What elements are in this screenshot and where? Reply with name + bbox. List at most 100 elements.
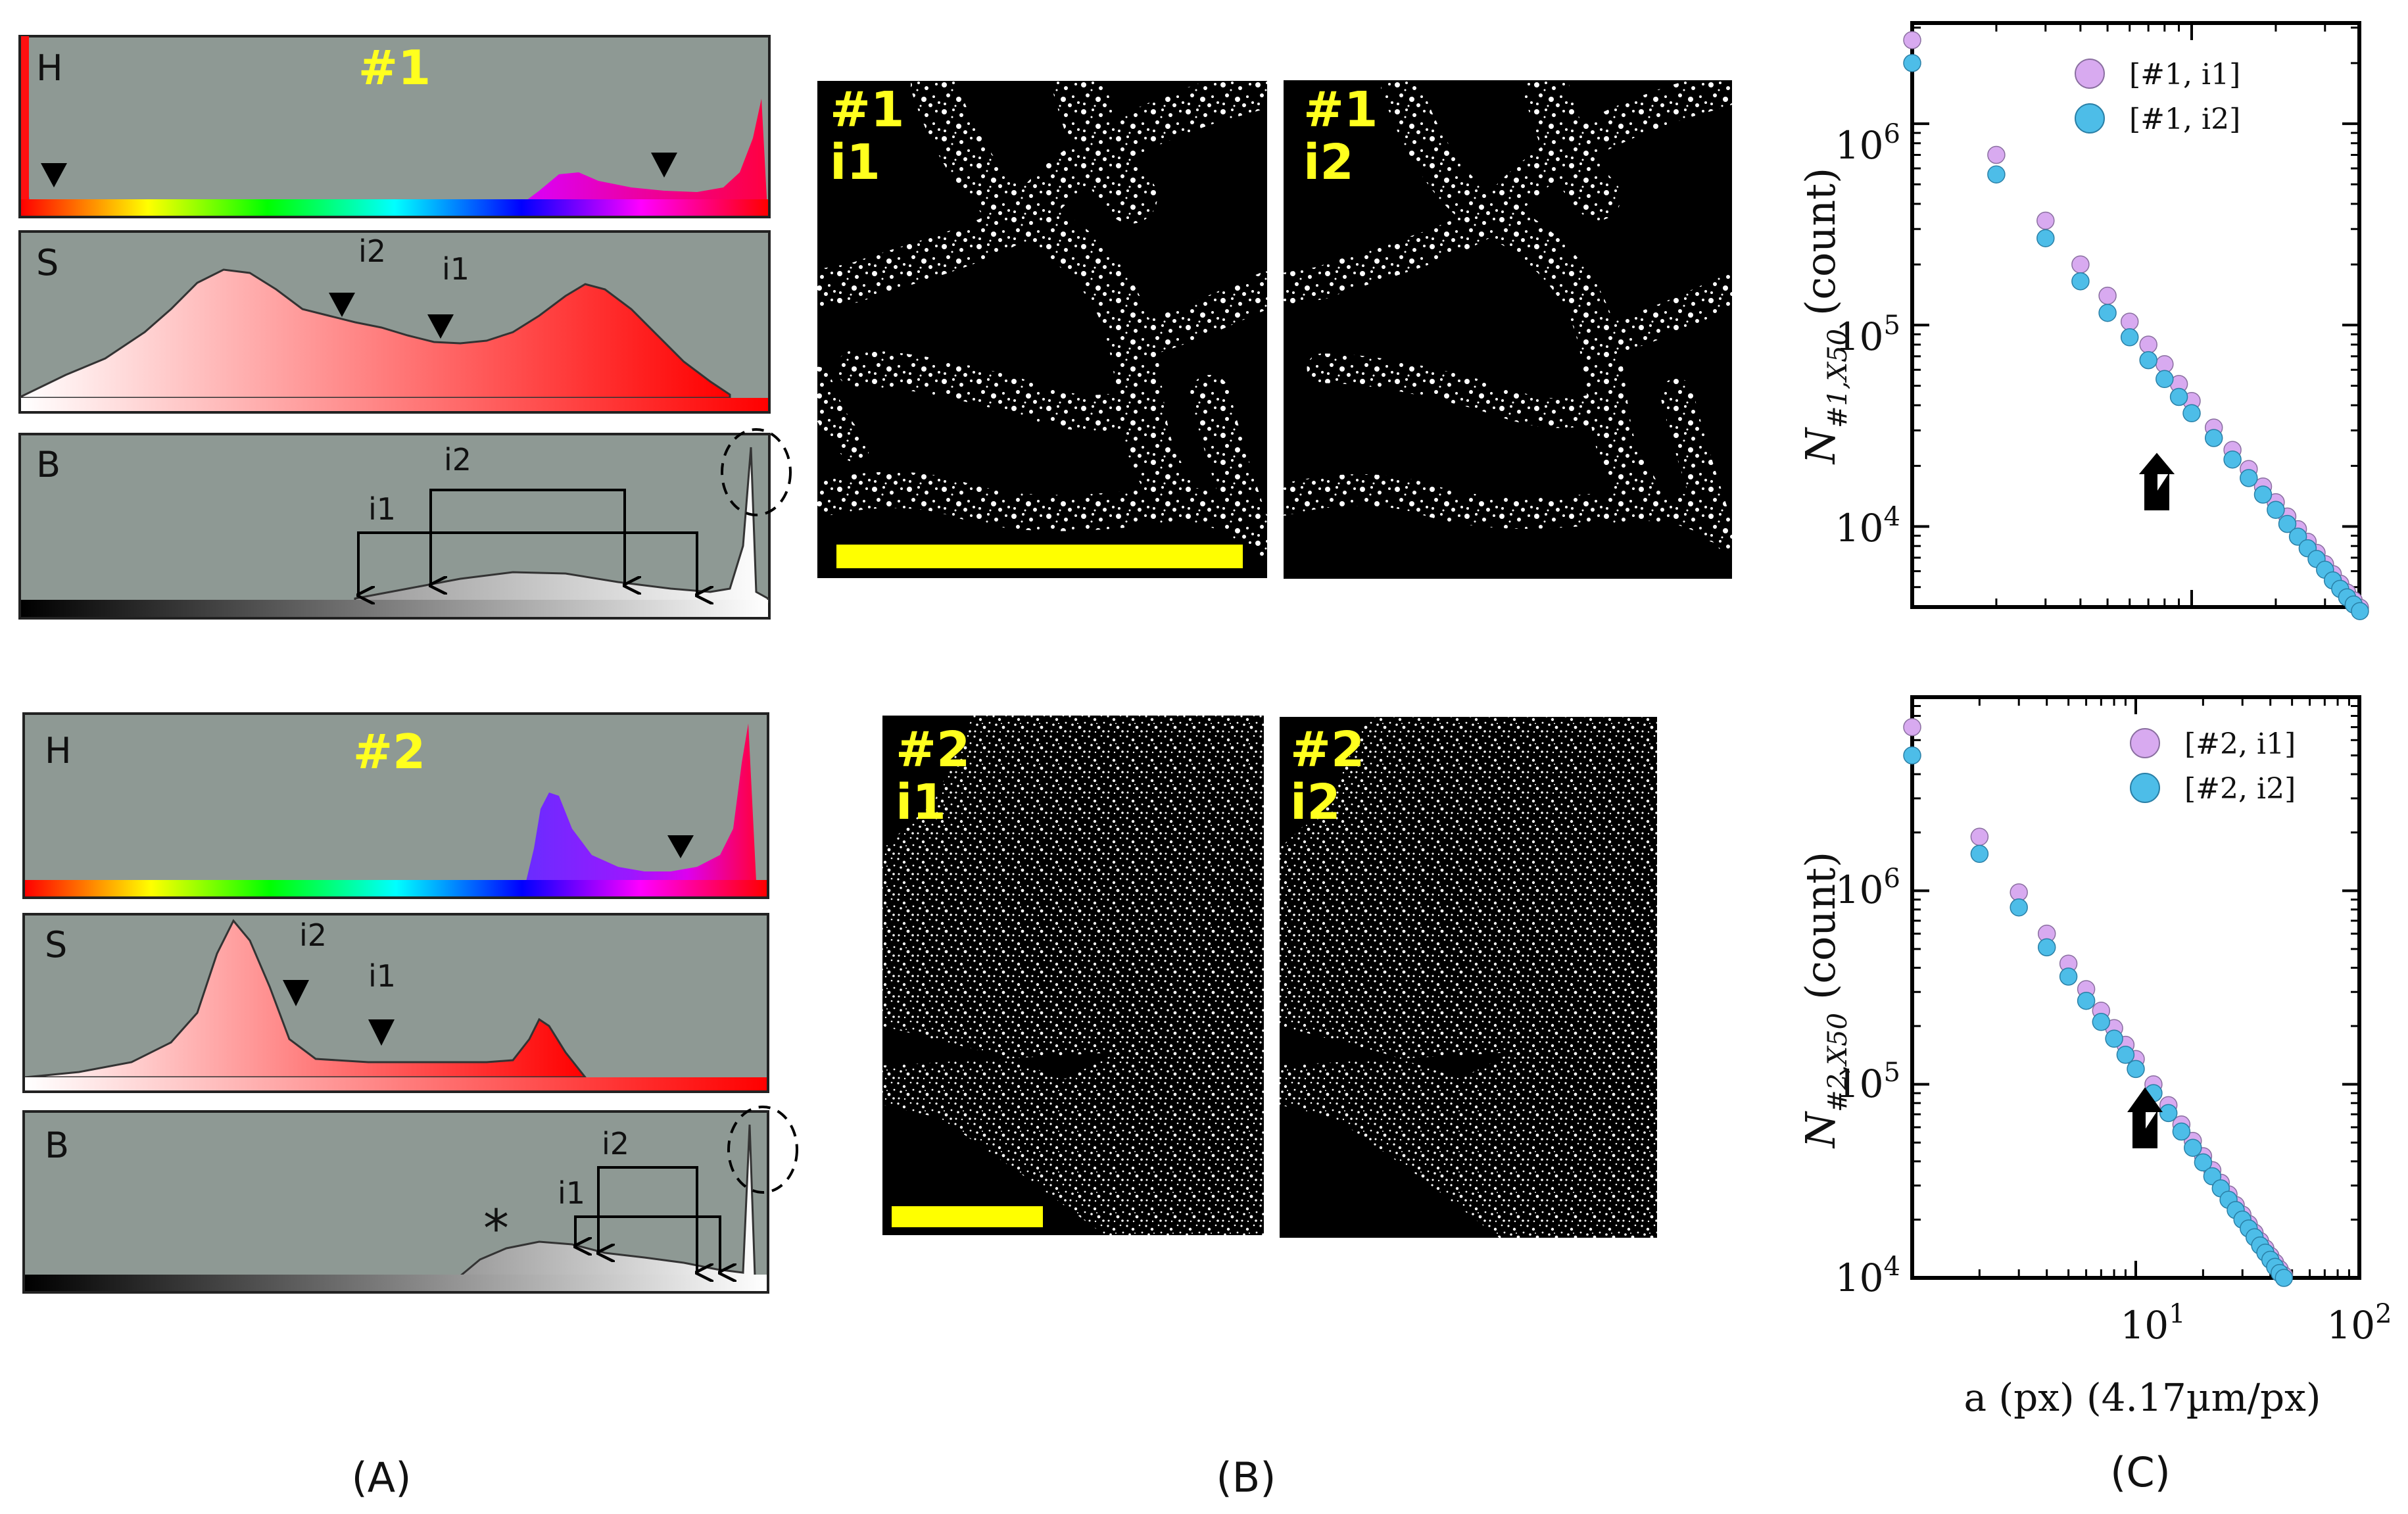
scatter-point-i2 — [2351, 602, 2369, 620]
scatter-point-i2 — [2077, 991, 2096, 1010]
arrow-down-icon — [41, 138, 67, 187]
arrow-up-icon — [2127, 1087, 2163, 1148]
scatter-point-i2 — [2194, 1153, 2213, 1172]
scatter-point-i2 — [2127, 1060, 2145, 1079]
scatter-point-i2 — [2116, 1046, 2135, 1064]
scatter-point-i2 — [2288, 527, 2307, 546]
scatter-point-i2 — [2240, 469, 2258, 487]
panel-label-c: (C) — [2110, 1448, 2171, 1496]
scatter-point-i1 — [2071, 255, 2090, 274]
legend-label: [#1, i2] — [2129, 103, 2240, 136]
scatter-point-i2 — [2155, 370, 2174, 389]
saturation-histogram-1: S i2 i1 — [18, 230, 771, 414]
binary-image-2-i1: #2 i1 — [882, 716, 1264, 1235]
scatter-point-i1 — [2120, 312, 2139, 331]
legend-label: [#1, i1] — [2129, 58, 2240, 91]
mark-s-i2-2: i2 — [299, 917, 327, 953]
y-axis-label-1: N#1,X50(count) — [1796, 168, 1853, 466]
legend-marker — [2130, 728, 2160, 758]
binary-image-2-i2: #2 i2 — [1280, 717, 1657, 1238]
scatter-point-i2 — [2105, 1029, 2123, 1048]
dashed-circle-highlight — [721, 428, 792, 516]
image-label-id-1b: #1 — [1303, 82, 1378, 138]
scale-bar-2 — [892, 1206, 1043, 1227]
y-tick-label: 104 — [1835, 1252, 1900, 1300]
hist-letter-b2: B — [45, 1125, 69, 1166]
scatter-point-i2 — [2172, 1122, 2191, 1141]
chart-frame-1 — [1910, 21, 2361, 609]
y-axis-label-2: N#2,X50(count) — [1796, 852, 1853, 1150]
panel-label-b: (B) — [1216, 1453, 1276, 1502]
scatter-point-i2 — [2223, 450, 2242, 469]
mark-b-i1-2: i1 — [558, 1175, 585, 1211]
image-label-sub-2a: i1 — [896, 774, 946, 831]
legend-label: [#2, i1] — [2184, 727, 2296, 761]
hist-letter-s2: S — [45, 924, 67, 965]
hsb-group-1: H #1 S i2 i1 B i1 i2 — [18, 35, 792, 620]
legend-marker — [2130, 773, 2160, 803]
arrow-down-icon — [651, 128, 677, 178]
scatter-point-i1 — [1903, 718, 1921, 737]
chart-c1: 104 105 106 N#1,X50(count) [#1, i1] [#1,… — [1796, 21, 2369, 620]
scatter-point-i2 — [2184, 1138, 2202, 1157]
mark-s-i1-2: i1 — [368, 958, 396, 994]
scatter-point-i1 — [2139, 335, 2157, 354]
scatter-point-i2 — [2204, 429, 2223, 447]
sample-id-2: #2 — [353, 724, 425, 779]
scatter-point-i2 — [2071, 272, 2090, 291]
scatter-point-i2 — [2010, 898, 2028, 917]
legend-marker — [2075, 103, 2105, 134]
scatter-point-i1 — [1970, 827, 1989, 846]
image-label-id-1a: #1 — [830, 82, 905, 138]
scatter-point-i1 — [2098, 286, 2117, 305]
y-tick-label: 106 — [1835, 119, 1900, 168]
arrow-down-icon — [427, 293, 454, 339]
panel-label-a: (A) — [352, 1453, 412, 1502]
scatter-point-i2 — [2169, 387, 2188, 406]
y-tick-label: 104 — [1835, 502, 1900, 550]
y-tick-labels-1: 104 105 106 — [1835, 119, 1900, 550]
scatter-point-i2 — [2092, 1013, 2111, 1031]
hist-letter-h1: H — [36, 47, 63, 89]
hue-histogram-1: H #1 — [18, 35, 771, 218]
scatter-point-i1 — [2036, 211, 2055, 230]
scatter-point-i2 — [2278, 514, 2297, 533]
mark-b-i2-2: i2 — [602, 1126, 629, 1161]
chart-points-1 — [1903, 31, 2369, 620]
saturation-histogram-2: S i2 i1 — [22, 913, 769, 1093]
arrow-up-icon — [2138, 452, 2175, 510]
peak-star: * — [483, 1200, 509, 1259]
arrow-down-icon — [329, 270, 355, 317]
mark-s-i2-1: i2 — [358, 233, 386, 269]
image-label-id-2a: #2 — [896, 721, 971, 778]
legend-1: [#1, i1] [#1, i2] — [2075, 58, 2240, 136]
brightness-histogram-1: B i1 i2 — [18, 428, 792, 620]
scatter-point-i1 — [1987, 145, 2006, 164]
scatter-point-i1 — [1903, 31, 1921, 49]
scatter-point-i2 — [2267, 501, 2285, 519]
binary-image-1-i2: #1 i2 — [1284, 80, 1732, 579]
y-tick-label: 105 — [1835, 310, 1900, 359]
mark-b-i1-1: i1 — [368, 491, 396, 527]
x-tick-label: 101 — [2120, 1299, 2185, 1348]
scale-bar-1 — [836, 545, 1243, 568]
image-label-id-2b: #2 — [1290, 721, 1365, 778]
image-label-sub-1b: i2 — [1303, 134, 1354, 191]
dashed-circle-highlight — [727, 1106, 798, 1194]
scatter-point-i2 — [2253, 485, 2273, 504]
scatter-point-i2 — [1903, 746, 1921, 765]
chart-c2: 104 105 106 101 102 N#2,X50(count) a (px… — [1796, 695, 2392, 1420]
hist-letter-h2: H — [45, 730, 72, 771]
arrow-down-icon — [283, 954, 309, 1006]
mark-b-i2-1: i2 — [444, 442, 471, 477]
y-tick-label: 105 — [1835, 1058, 1900, 1106]
mark-s-i1-1: i1 — [442, 251, 470, 287]
chart-points-2 — [1903, 718, 2294, 1287]
hue-histogram-2: H #2 — [22, 712, 769, 899]
scatter-point-i2 — [1987, 165, 2006, 183]
image-label-sub-1a: i1 — [830, 134, 880, 191]
scatter-point-i2 — [2036, 229, 2055, 247]
hsb-group-2: H #2 S i2 i1 B * i1 i2 — [22, 712, 798, 1294]
scatter-point-i2 — [2059, 967, 2078, 986]
scatter-point-i2 — [2139, 351, 2157, 370]
